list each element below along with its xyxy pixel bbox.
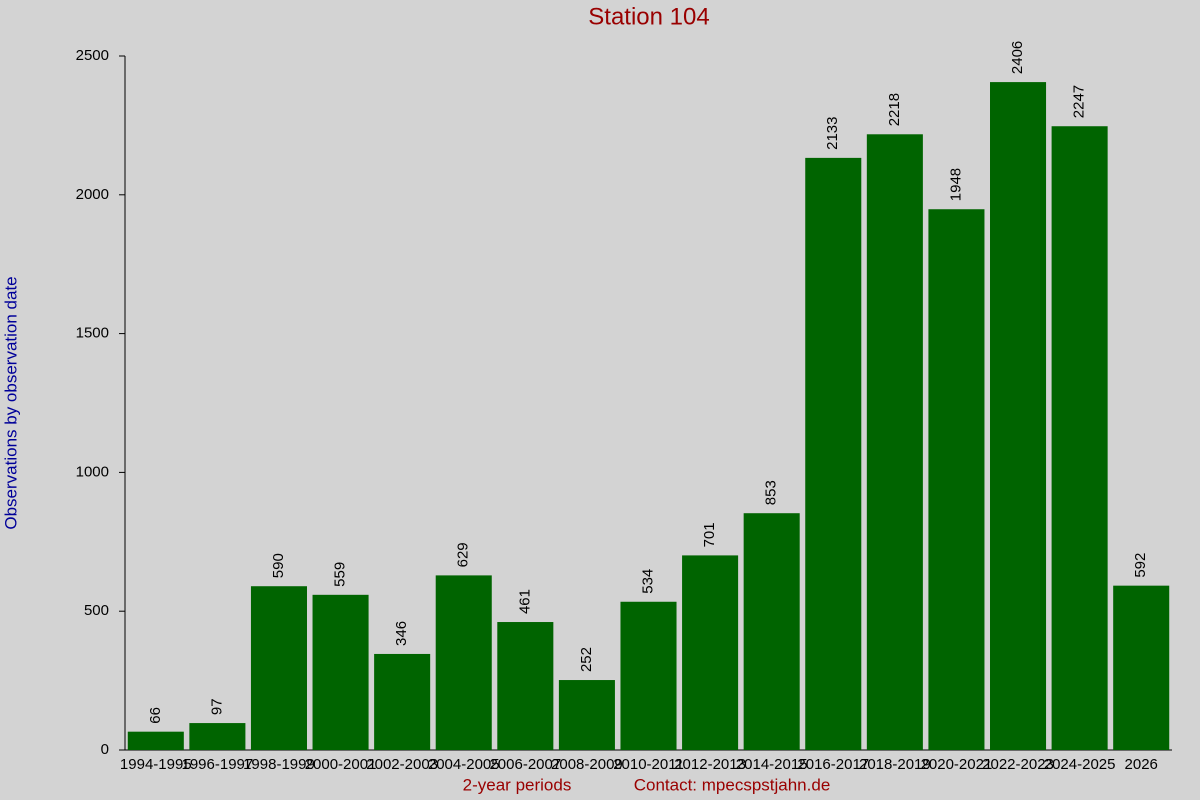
y-tick-label: 500 xyxy=(84,602,109,619)
value-label: 2247 xyxy=(1071,85,1088,118)
bar xyxy=(620,601,677,750)
value-label: 559 xyxy=(332,562,349,587)
value-label: 97 xyxy=(208,698,225,715)
x-tick-label: 2000-2001 xyxy=(305,756,377,773)
y-tick-label: 2000 xyxy=(76,186,109,203)
y-tick-label: 0 xyxy=(101,741,109,758)
x-tick-label: 2014-2015 xyxy=(736,756,808,773)
bar xyxy=(435,575,492,750)
bar xyxy=(928,209,985,750)
x-tick-label: 2004-2005 xyxy=(428,756,500,773)
x-tick-label: 2026 xyxy=(1125,756,1158,773)
value-label: 853 xyxy=(763,480,780,505)
bar xyxy=(250,586,307,750)
x-tick-label: 2020-2021 xyxy=(921,756,993,773)
bar xyxy=(312,594,369,750)
bar xyxy=(1113,585,1170,750)
value-label: 629 xyxy=(455,542,472,567)
bar xyxy=(497,622,554,750)
value-label: 701 xyxy=(701,522,718,547)
x-tick-label: 1994-1995 xyxy=(120,756,192,773)
bar xyxy=(805,157,862,750)
x-tick-label: 1996-1997 xyxy=(182,756,254,773)
bar xyxy=(682,555,739,750)
y-tick-label: 1000 xyxy=(76,463,109,480)
bar xyxy=(189,723,246,750)
x-tick-label: 2018-2019 xyxy=(859,756,931,773)
value-label: 590 xyxy=(270,553,287,578)
value-label: 534 xyxy=(639,569,656,594)
value-label: 2406 xyxy=(1009,41,1026,74)
bar xyxy=(866,134,923,750)
y-tick-label: 1500 xyxy=(76,325,109,342)
x-tick-label: 2016-2017 xyxy=(797,756,869,773)
bar xyxy=(558,680,615,750)
x-tick-label: 2002-2003 xyxy=(366,756,438,773)
x-tick-label: 2012-2013 xyxy=(674,756,746,773)
bar xyxy=(990,82,1047,750)
bar xyxy=(374,653,431,750)
value-label: 461 xyxy=(516,589,533,614)
value-label: 2218 xyxy=(886,93,903,126)
bar xyxy=(127,731,184,750)
value-label: 1948 xyxy=(947,168,964,201)
x-tick-label: 2010-2011 xyxy=(613,756,684,773)
bar xyxy=(743,513,800,750)
x-tick-label: 2006-2007 xyxy=(489,756,561,773)
value-label: 346 xyxy=(393,621,410,646)
x-tick-label: 2008-2009 xyxy=(551,756,623,773)
value-label: 592 xyxy=(1132,553,1149,578)
bar xyxy=(1051,126,1108,751)
value-label: 66 xyxy=(147,707,164,724)
x-tick-label: 2022-2023 xyxy=(982,756,1054,773)
value-label: 252 xyxy=(578,647,595,672)
y-axis-label: Observations by observation date xyxy=(1,276,20,529)
x-axis-label: 2-year periods xyxy=(463,775,572,794)
chart-title: Station 104 xyxy=(588,3,709,30)
value-label: 2133 xyxy=(824,117,841,150)
x-tick-label: 1998-1999 xyxy=(243,756,315,773)
x-tick-label: 2024-2025 xyxy=(1044,756,1116,773)
contact: Contact: mpecspstjahn.de xyxy=(634,775,831,794)
y-tick-label: 2500 xyxy=(76,47,109,64)
